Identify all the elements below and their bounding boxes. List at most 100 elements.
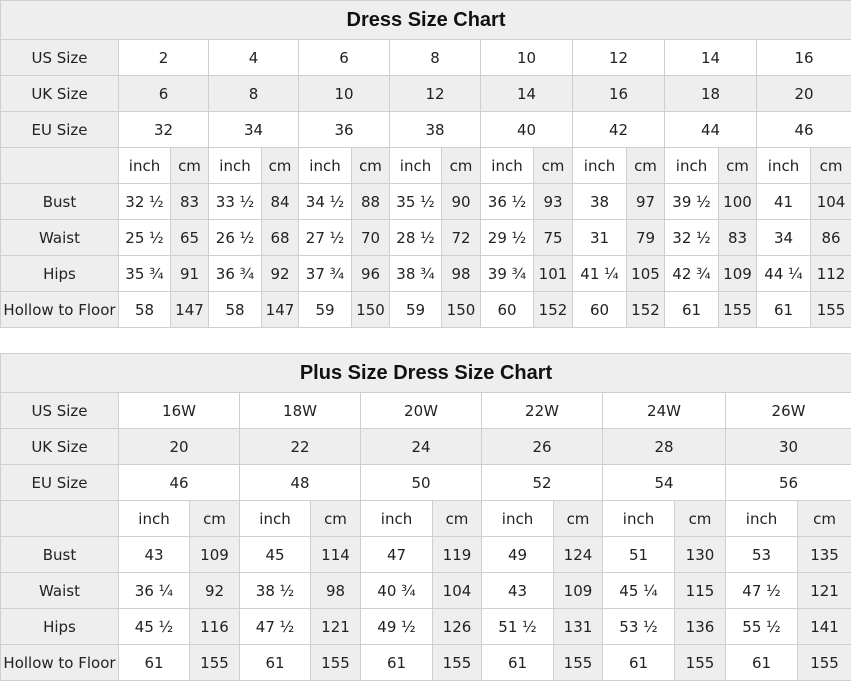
us-size-value: 16W: [118, 392, 240, 429]
unit-inch: inch: [239, 500, 311, 537]
us-size-value: 18W: [239, 392, 361, 429]
unit-inch: inch: [664, 147, 719, 184]
us-size-value: 6: [298, 39, 390, 76]
value-cm: 68: [261, 219, 299, 256]
value-inch: 39 ½: [664, 183, 719, 220]
value-inch: 59: [389, 291, 442, 328]
unit-cm: cm: [170, 147, 209, 184]
value-inch: 61: [360, 644, 433, 681]
row-label: Hollow to Floor: [0, 644, 119, 681]
value-inch: 60: [572, 291, 627, 328]
value-inch: 38 ¾: [389, 255, 442, 292]
value-inch: 35 ¾: [118, 255, 171, 292]
value-inch: 47: [360, 536, 433, 573]
us-size-value: 2: [118, 39, 209, 76]
unit-cm: cm: [796, 500, 851, 537]
measurement-row: Hollow to Floor 61 155 61 155 61 155 61 155 61 155…: [0, 644, 851, 681]
value-cm: 100: [718, 183, 757, 220]
us-size-row: US Size 16W 18W 20W 22W 24W 26W: [0, 392, 851, 429]
value-inch: 26 ½: [208, 219, 262, 256]
value-cm: 150: [351, 291, 390, 328]
eu-size-value: 50: [360, 464, 482, 501]
eu-size-value: 42: [572, 111, 665, 148]
unit-inch: inch: [389, 147, 442, 184]
value-inch: 55 ½: [725, 608, 798, 645]
value-cm: 83: [718, 219, 757, 256]
value-cm: 135: [796, 536, 851, 573]
row-label: EU Size: [0, 111, 119, 148]
uk-size-value: 16: [572, 75, 665, 112]
value-inch: 53 ½: [602, 608, 675, 645]
row-label: UK Size: [0, 428, 119, 465]
value-cm: 91: [170, 255, 209, 292]
value-cm: 155: [718, 291, 757, 328]
value-cm: 97: [626, 183, 665, 220]
value-cm: 126: [432, 608, 482, 645]
unit-cm: cm: [261, 147, 299, 184]
us-size-value: 8: [389, 39, 481, 76]
value-cm: 109: [189, 536, 240, 573]
value-cm: 98: [310, 572, 361, 609]
value-inch: 47 ½: [725, 572, 798, 609]
unit-cm: cm: [718, 147, 757, 184]
uk-size-value: 24: [360, 428, 482, 465]
value-cm: 155: [189, 644, 240, 681]
value-inch: 51 ½: [481, 608, 554, 645]
value-inch: 61: [725, 644, 798, 681]
chart-title: Dress Size Chart: [0, 0, 851, 40]
value-cm: 155: [432, 644, 482, 681]
unit-inch: inch: [572, 147, 627, 184]
value-cm: 155: [310, 644, 361, 681]
uk-size-value: 20: [118, 428, 240, 465]
value-inch: 32 ½: [664, 219, 719, 256]
uk-size-value: 8: [208, 75, 299, 112]
value-inch: 47 ½: [239, 608, 311, 645]
value-inch: 25 ½: [118, 219, 171, 256]
value-inch: 61: [118, 644, 190, 681]
dress-size-chart: Dress Size Chart US Size 2 4 6 8 10 12 14 16 UK Si…: [0, 0, 851, 328]
value-cm: 152: [626, 291, 665, 328]
value-cm: 147: [170, 291, 209, 328]
eu-size-value: 38: [389, 111, 481, 148]
unit-inch: inch: [360, 500, 433, 537]
unit-cm: cm: [533, 147, 573, 184]
title-row: Dress Size Chart: [0, 0, 851, 40]
value-inch: 36 ¼: [118, 572, 190, 609]
value-inch: 61: [602, 644, 675, 681]
eu-size-value: 36: [298, 111, 390, 148]
value-cm: 90: [441, 183, 481, 220]
value-inch: 34 ½: [298, 183, 352, 220]
value-inch: 33 ½: [208, 183, 262, 220]
value-cm: 72: [441, 219, 481, 256]
value-inch: 35 ½: [389, 183, 442, 220]
value-cm: 83: [170, 183, 209, 220]
unit-inch: inch: [756, 147, 811, 184]
value-cm: 121: [796, 572, 851, 609]
unit-inch: inch: [118, 500, 190, 537]
value-cm: 84: [261, 183, 299, 220]
value-inch: 45 ½: [118, 608, 190, 645]
value-inch: 37 ¾: [298, 255, 352, 292]
uk-size-value: 10: [298, 75, 390, 112]
uk-size-value: 14: [480, 75, 573, 112]
measurement-row: Hollow to Floor 58 147 58 147 59 150 59 150 60 152…: [0, 291, 851, 328]
value-cm: 92: [261, 255, 299, 292]
value-inch: 27 ½: [298, 219, 352, 256]
measurement-row: Bust 43 109 45 114 47 119 49 124 51 130 53 135: [0, 536, 851, 573]
row-label: Hollow to Floor: [0, 291, 119, 328]
chart-title: Plus Size Dress Size Chart: [0, 353, 851, 393]
value-cm: 101: [533, 255, 573, 292]
value-cm: 79: [626, 219, 665, 256]
value-cm: 147: [261, 291, 299, 328]
eu-size-value: 56: [724, 464, 851, 501]
measurement-row: Waist 25 ½ 65 26 ½ 68 27 ½ 70 28 ½ 72 29 ½ 75 31 79 3…: [0, 219, 851, 256]
value-cm: 92: [189, 572, 240, 609]
value-inch: 31: [572, 219, 627, 256]
title-row: Plus Size Dress Size Chart: [0, 353, 851, 393]
value-cm: 98: [441, 255, 481, 292]
row-label-empty: [0, 500, 119, 537]
eu-size-value: 48: [239, 464, 361, 501]
unit-cm: cm: [189, 500, 240, 537]
uk-size-value: 28: [602, 428, 726, 465]
value-inch: 36 ½: [480, 183, 534, 220]
